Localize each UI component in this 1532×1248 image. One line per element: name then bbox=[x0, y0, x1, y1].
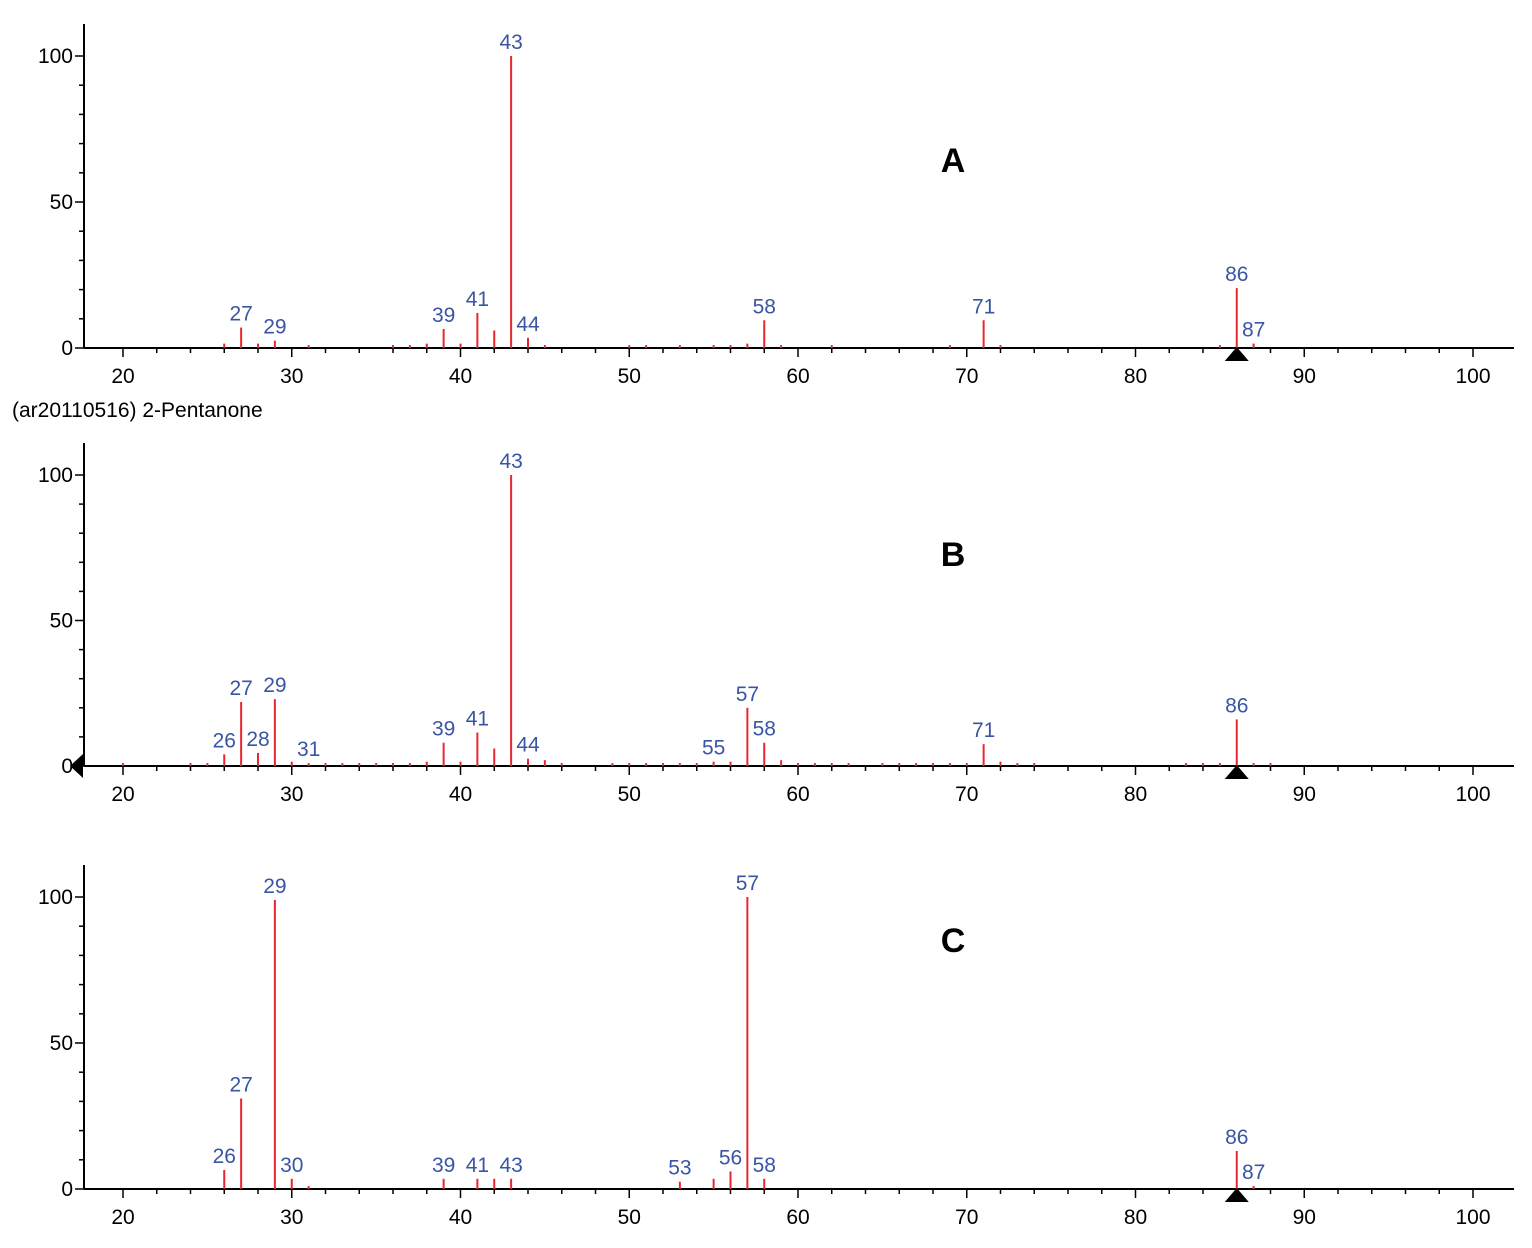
panel-a-x-tick-label: 90 bbox=[1293, 365, 1316, 388]
panel-b-y-tick-label: 0 bbox=[61, 755, 73, 778]
panel-a-peak-label-29: 29 bbox=[263, 316, 286, 339]
panel-a-x-tick-label: 20 bbox=[111, 365, 134, 388]
panel-b-peak-label-71: 71 bbox=[972, 719, 995, 742]
panel-a-molecular-ion-marker bbox=[1224, 347, 1249, 361]
panel-b-y-tick-label: 100 bbox=[38, 464, 73, 487]
panel-a-x-tick-label: 80 bbox=[1124, 365, 1147, 388]
panel-b-peak-label-31: 31 bbox=[297, 738, 320, 761]
panel-c-peak-label-57: 57 bbox=[736, 872, 759, 895]
panel-b-letter: B bbox=[941, 536, 966, 574]
panel-a-peak-label-27: 27 bbox=[229, 303, 252, 326]
panel-c-x-tick-label: 50 bbox=[618, 1206, 641, 1229]
panel-c-peak-label-56: 56 bbox=[719, 1146, 742, 1169]
panel-c-peak-label-43: 43 bbox=[499, 1154, 522, 1177]
panel-c-peak-label-58: 58 bbox=[753, 1154, 776, 1177]
panel-a-peak-label-86: 86 bbox=[1225, 263, 1248, 286]
panel-b-x-tick-label: 60 bbox=[786, 783, 809, 806]
panel-b-y-tick-label: 50 bbox=[50, 610, 73, 633]
panel-b-peak-label-28: 28 bbox=[246, 728, 269, 751]
panel-c-x-tick-label: 60 bbox=[786, 1206, 809, 1229]
panel-b-molecular-ion-marker bbox=[1224, 765, 1249, 779]
panel-a-x-tick-label: 50 bbox=[618, 365, 641, 388]
panel-c-x-tick-label: 40 bbox=[449, 1206, 472, 1229]
panel-b-x-tick-label: 30 bbox=[280, 783, 303, 806]
panel-b-peak-label-26: 26 bbox=[213, 729, 236, 752]
panel-c-x-tick-label: 20 bbox=[111, 1206, 134, 1229]
panel-c-x-tick-label: 70 bbox=[955, 1206, 978, 1229]
panel-c-peak-label-41: 41 bbox=[466, 1154, 489, 1177]
panel-a-x-tick-label: 70 bbox=[955, 365, 978, 388]
panel-b-x-tick-label: 20 bbox=[111, 783, 134, 806]
panel-b-peak-label-55: 55 bbox=[702, 737, 725, 760]
panel-a-peak-label-58: 58 bbox=[753, 295, 776, 318]
panel-a-y-tick-label: 100 bbox=[38, 45, 73, 68]
panel-b-peak-label-43: 43 bbox=[499, 450, 522, 473]
panel-a-peak-label-43: 43 bbox=[499, 31, 522, 54]
panel-a-peak-label-44: 44 bbox=[516, 313, 540, 336]
panel-a-x-tick-label: 40 bbox=[449, 365, 472, 388]
panel-c-letter: C bbox=[941, 922, 966, 960]
panel-c-peak-label-30: 30 bbox=[280, 1154, 303, 1177]
panel-c-x-tick-label: 80 bbox=[1124, 1206, 1147, 1229]
panel-a-y-tick-label: 0 bbox=[61, 337, 73, 360]
panel-c-peak-label-27: 27 bbox=[229, 1073, 252, 1096]
panel-c-peak-label-39: 39 bbox=[432, 1154, 455, 1177]
panel-c-x-tick-label: 30 bbox=[280, 1206, 303, 1229]
panel-a-x-tick-label: 100 bbox=[1455, 365, 1490, 388]
panel-b-peak-label-86: 86 bbox=[1225, 694, 1248, 717]
panel-c-y-tick-label: 50 bbox=[50, 1032, 73, 1055]
panel-a-peak-label-71: 71 bbox=[972, 295, 995, 318]
spectrum-title: (ar20110516) 2-Pentanone bbox=[12, 399, 263, 422]
panel-a-peak-label-41: 41 bbox=[466, 288, 489, 311]
panel-b-x-tick-label: 40 bbox=[449, 783, 472, 806]
panel-a-peak-label-87: 87 bbox=[1242, 319, 1265, 342]
panel-c-peak-label-53: 53 bbox=[668, 1157, 691, 1180]
panel-b-peak-label-44: 44 bbox=[516, 734, 540, 757]
panel-b-x-tick-label: 70 bbox=[955, 783, 978, 806]
panel-c-peak-label-86: 86 bbox=[1225, 1126, 1248, 1149]
panel-b-x-tick-label: 80 bbox=[1124, 783, 1147, 806]
panel-b-left-arrow-marker bbox=[70, 754, 83, 778]
panel-a: A 0 50 100 20 30 40 50 60 70 80 90 100 27 29 39 41 43 44 5… bbox=[38, 24, 1514, 388]
panel-c-peak-label-29: 29 bbox=[263, 875, 286, 898]
panel-b-peak-label-27: 27 bbox=[229, 677, 252, 700]
panel-b-peak-label-41: 41 bbox=[466, 708, 489, 731]
panel-c-x-tick-label: 90 bbox=[1293, 1206, 1316, 1229]
panel-b-x-tick-label: 90 bbox=[1293, 783, 1316, 806]
panel-a-peak-label-39: 39 bbox=[432, 304, 455, 327]
panel-b: B 0 50 100 20 30 40 50 60 70 80 90 100 26 27 28 29 31 39 4… bbox=[38, 443, 1514, 806]
panel-b-peak-label-39: 39 bbox=[432, 718, 455, 741]
panel-a-letter: A bbox=[941, 142, 966, 180]
panel-a-y-tick-label: 50 bbox=[50, 191, 73, 214]
panel-a-x-tick-label: 30 bbox=[280, 365, 303, 388]
panel-c-molecular-ion-marker bbox=[1224, 1188, 1249, 1202]
panel-c-y-tick-label: 0 bbox=[61, 1178, 73, 1201]
panel-b-x-tick-label: 100 bbox=[1455, 783, 1490, 806]
panel-a-x-tick-label: 60 bbox=[786, 365, 809, 388]
panel-b-peak-label-57: 57 bbox=[736, 683, 759, 706]
panel-c-x-tick-label: 100 bbox=[1455, 1206, 1490, 1229]
panel-b-peak-label-58: 58 bbox=[753, 718, 776, 741]
panel-c-y-tick-label: 100 bbox=[38, 886, 73, 909]
panel-b-x-tick-label: 50 bbox=[618, 783, 641, 806]
panel-c: C 0 50 100 20 30 40 50 60 70 80 90 100 26 27 29 30 39 41 4… bbox=[38, 865, 1514, 1229]
panel-c-peak-label-26: 26 bbox=[213, 1145, 236, 1168]
panel-c-peak-label-87: 87 bbox=[1242, 1161, 1265, 1184]
panel-b-peak-label-29: 29 bbox=[263, 674, 286, 697]
